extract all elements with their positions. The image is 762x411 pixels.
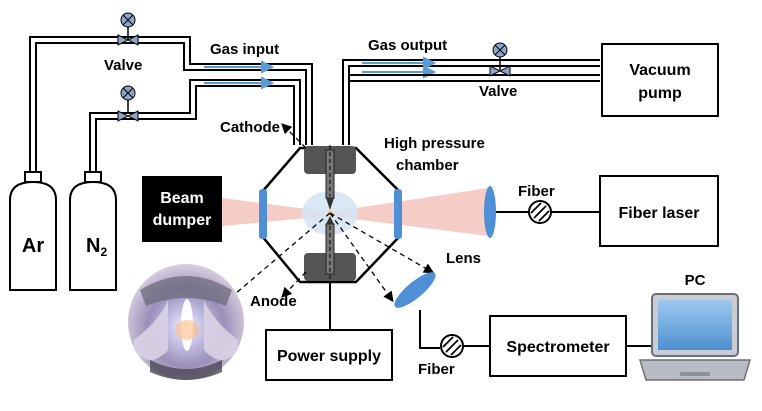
cathode-label: Cathode	[220, 119, 280, 136]
chamber-label-2: chamber	[396, 157, 459, 174]
valve-icon	[117, 85, 139, 122]
valve-label-right: Valve	[479, 83, 517, 100]
laser-beam-right	[330, 188, 488, 236]
beam-dumper-box	[142, 176, 222, 242]
chamber-label-1: High pressure	[384, 135, 485, 152]
vacuum-pump-box	[601, 43, 719, 117]
vacuum-pump-label-1: Vacuum	[629, 62, 690, 79]
gas-pipes	[29, 36, 600, 180]
fiber-coupler-icon	[440, 334, 464, 358]
cathode-electrode	[304, 145, 356, 210]
gas-output-label: Gas output	[368, 37, 447, 54]
laser-beam-left	[222, 198, 330, 226]
collection-lens	[394, 272, 436, 308]
valve-icon	[117, 12, 139, 46]
collimator-lens	[484, 186, 496, 238]
vacuum-pump-label-2: pump	[638, 85, 682, 102]
gas-input-flow-arrows	[204, 60, 275, 90]
nitrogen-cylinder	[69, 171, 117, 291]
fiber-laser-box	[599, 175, 719, 247]
valve-label-left: Valve	[104, 57, 142, 74]
valve-icon	[489, 42, 511, 77]
spectrometer-label: Spectrometer	[506, 339, 609, 356]
argon-label: Ar	[22, 235, 44, 257]
nitrogen-label: N2	[86, 235, 107, 259]
argon-cylinder	[9, 171, 57, 291]
fiber-coupler-icon	[528, 200, 552, 224]
plasma-photo-inset	[128, 264, 244, 380]
power-supply-label: Power supply	[277, 348, 381, 365]
laptop-icon	[638, 293, 752, 381]
fiber-laser-label: Fiber laser	[619, 205, 700, 222]
fiber-label-top: Fiber	[518, 183, 555, 200]
power-supply-box	[265, 329, 393, 381]
anode-label: Anode	[250, 293, 297, 310]
beam-dumper-label-2: dumper	[153, 212, 212, 229]
pc-label: PC	[685, 272, 706, 289]
beam-dumper-label-1: Beam	[160, 190, 204, 207]
fiber-label-bottom: Fiber	[418, 361, 455, 378]
anode-electrode	[304, 216, 356, 282]
gas-input-label: Gas input	[210, 41, 279, 58]
spectrometer-box	[489, 315, 627, 377]
lens-label: Lens	[446, 250, 481, 267]
dashed-sight-lines	[226, 123, 435, 303]
